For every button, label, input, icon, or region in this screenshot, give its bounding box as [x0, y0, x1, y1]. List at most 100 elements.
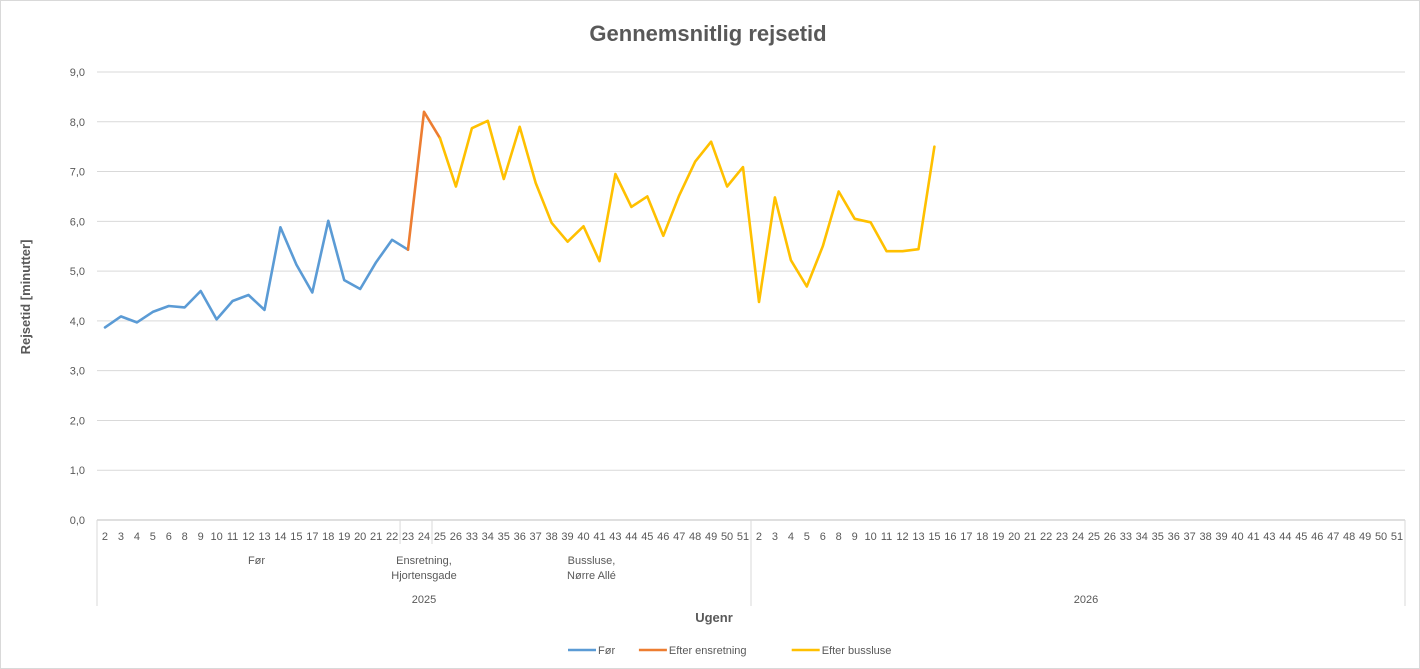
- x-tick-label: 24: [418, 531, 430, 543]
- y-tick-label: 4,0: [70, 316, 85, 328]
- group-label: Bussluse, Nørre Allé: [567, 555, 616, 582]
- x-tick-label: 48: [689, 531, 701, 543]
- y-tick-label: 1,0: [70, 465, 85, 477]
- x-tick-label: 6: [820, 531, 826, 543]
- x-tick-label: 21: [370, 531, 382, 543]
- x-tick-label: 23: [1056, 531, 1068, 543]
- y-tick-label: 3,0: [70, 366, 85, 378]
- x-tick-label: 26: [450, 531, 462, 543]
- x-tick-label: 35: [1152, 531, 1164, 543]
- y-axis-label: Rejsetid [minutter]: [18, 240, 33, 355]
- series-line: [103, 219, 410, 329]
- x-tick-label: 6: [166, 531, 172, 543]
- series-line: [406, 110, 442, 251]
- y-tick-label: 5,0: [70, 266, 85, 278]
- x-tick-label: 40: [1231, 531, 1243, 543]
- y-tick-label: 8,0: [70, 117, 85, 129]
- x-tick-label: 19: [992, 531, 1004, 543]
- x-tick-label: 37: [530, 531, 542, 543]
- x-tick-label: 41: [1247, 531, 1259, 543]
- x-tick-label: 33: [1120, 531, 1132, 543]
- x-tick-label: 47: [1327, 531, 1339, 543]
- x-tick-label: 21: [1024, 531, 1036, 543]
- x-tick-label: 17: [960, 531, 972, 543]
- x-tick-label: 10: [211, 531, 223, 543]
- x-tick-label: 37: [1184, 531, 1196, 543]
- x-tick-label: 34: [1136, 531, 1148, 543]
- x-tick-label: 36: [1168, 531, 1180, 543]
- x-tick-label: 5: [804, 531, 810, 543]
- x-tick-label: 49: [705, 531, 717, 543]
- x-tick-label: 5: [150, 531, 156, 543]
- x-tick-label: 44: [625, 531, 637, 543]
- legend: Før Efter ensretning Efter bussluse: [568, 645, 891, 657]
- x-tick-label: 20: [1008, 531, 1020, 543]
- x-tick-label: 48: [1343, 531, 1355, 543]
- y-tick-label: 6,0: [70, 216, 85, 228]
- x-tick-label: 9: [852, 531, 858, 543]
- x-axis-label: Ugenr: [695, 610, 733, 625]
- x-tick-label: 45: [1295, 531, 1307, 543]
- x-tick-label: 14: [274, 531, 286, 543]
- x-tick-label: 24: [1072, 531, 1084, 543]
- x-tick-label: 33: [466, 531, 478, 543]
- x-tick-label: 19: [338, 531, 350, 543]
- series-line: [438, 119, 936, 304]
- x-tick-label: 36: [514, 531, 526, 543]
- legend-label: Efter ensretning: [669, 645, 747, 657]
- x-tick-label: 13: [912, 531, 924, 543]
- x-tick-label: 25: [434, 531, 446, 543]
- x-tick-label: 15: [290, 531, 302, 543]
- x-tick-label: 18: [322, 531, 334, 543]
- x-tick-label: 4: [788, 531, 794, 543]
- x-tick-label: 12: [242, 531, 254, 543]
- x-tick-label: 46: [1311, 531, 1323, 543]
- x-tick-label: 22: [1040, 531, 1052, 543]
- x-tick-label: 41: [593, 531, 605, 543]
- y-tick-label: 7,0: [70, 167, 85, 179]
- x-tick-label: 2: [756, 531, 762, 543]
- x-tick-label: 50: [1375, 531, 1387, 543]
- year-label: 2026: [1074, 594, 1098, 606]
- x-tick-label: 25: [1088, 531, 1100, 543]
- year-label: 2025: [412, 594, 436, 606]
- x-tick-label: 34: [482, 531, 494, 543]
- x-tick-label: 38: [1199, 531, 1211, 543]
- x-tick-label: 26: [1104, 531, 1116, 543]
- x-tick-label: 11: [881, 531, 892, 543]
- legend-label: Før: [598, 645, 615, 657]
- x-tick-label: 39: [1215, 531, 1227, 543]
- y-tick-label: 2,0: [70, 415, 85, 427]
- x-tick-label: 39: [561, 531, 573, 543]
- chart-title: Gennemsnitlig rejsetid: [589, 21, 826, 46]
- y-tick-label: 0,0: [70, 515, 85, 527]
- x-tick-label: 10: [865, 531, 877, 543]
- y-tick-label: 9,0: [70, 67, 85, 79]
- x-tick-label: 44: [1279, 531, 1291, 543]
- x-tick-label: 38: [545, 531, 557, 543]
- x-tick-label: 51: [737, 531, 749, 543]
- x-tick-label: 3: [118, 531, 124, 543]
- x-tick-label: 12: [896, 531, 908, 543]
- x-tick-label: 43: [1263, 531, 1275, 543]
- x-tick-label: 50: [721, 531, 733, 543]
- x-tick-label: 45: [641, 531, 653, 543]
- x-tick-label: 2: [102, 531, 108, 543]
- x-tick-label: 9: [198, 531, 204, 543]
- x-tick-label: 3: [772, 531, 778, 543]
- series-lines: [103, 110, 936, 329]
- group-label: Før: [248, 555, 265, 567]
- x-tick-label: 47: [673, 531, 685, 543]
- x-tick-label: 20: [354, 531, 366, 543]
- x-tick-label: 11: [227, 531, 238, 543]
- x-tick-label: 22: [386, 531, 398, 543]
- x-tick-label: 4: [134, 531, 140, 543]
- gridlines: [97, 71, 1405, 521]
- group-label: Ensretning, Hjortensgade: [391, 555, 456, 582]
- x-tick-labels: 2 3 4 5 6 8 9 10 11 12 13 14 15 17 18 19 20 21 22 23 24 25 26 3…: [102, 531, 1403, 543]
- x-tick-label: 35: [498, 531, 510, 543]
- x-tick-label: 16: [944, 531, 956, 543]
